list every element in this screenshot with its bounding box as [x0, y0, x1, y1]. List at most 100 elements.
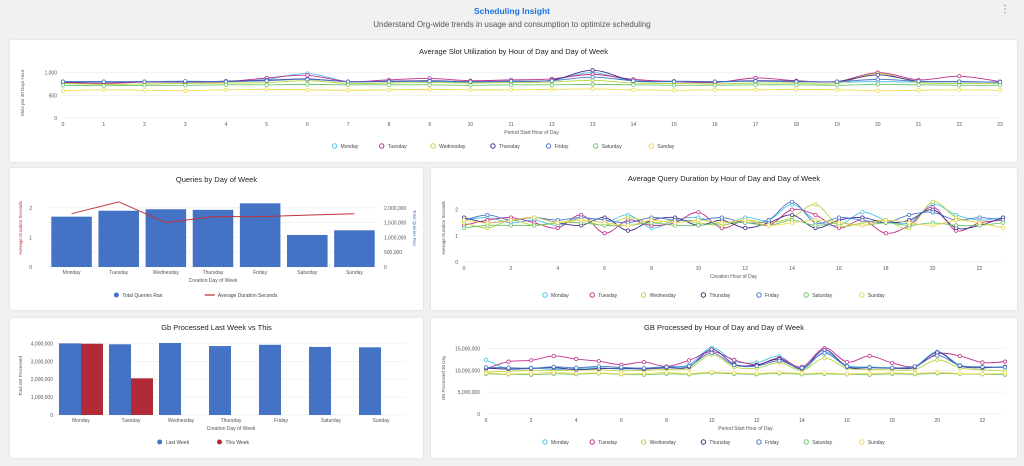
duration-point-saturday — [813, 223, 818, 228]
slot-x-tick-label: 11 — [509, 122, 514, 128]
duration-x-tick-label: 2 — [509, 266, 512, 272]
gbweek-bar-last-week-monday — [59, 343, 81, 415]
gbhour-point-sunday — [551, 370, 556, 375]
duration-point-sunday — [579, 218, 584, 223]
gbhour-point-tuesday — [641, 359, 647, 365]
gbhour-point-tuesday — [551, 353, 556, 359]
gbweek-x-tick-label: Friday — [274, 418, 288, 424]
gbhour-point-tuesday — [596, 359, 601, 364]
duration-point-sunday — [649, 218, 654, 223]
slot-point-friday — [916, 79, 921, 84]
gbhour-y-tick-label: 0 — [477, 412, 480, 418]
slot-point-saturday — [834, 83, 840, 88]
gbhour-point-tuesday — [686, 358, 692, 363]
gbhour-point-sunday — [732, 370, 737, 376]
slot-point-friday — [753, 79, 758, 84]
slot-point-saturday — [101, 83, 106, 88]
gb-hour-chart: GB Processed by Hour of Day and Day of W… — [441, 323, 1008, 446]
slot-series-line-friday — [62, 76, 1001, 83]
kebab-menu-icon[interactable]: ⋮ — [1000, 4, 1010, 15]
duration-x-tick-label: 10 — [696, 266, 702, 272]
gbhour-point-friday — [506, 365, 511, 370]
gbweek-legend-marker-this-week — [217, 439, 222, 445]
slot-x-tick-label: 14 — [631, 122, 637, 128]
duration-point-sunday — [954, 218, 959, 223]
slot-point-sunday — [60, 88, 66, 93]
gbhour-legend-marker-monday — [542, 439, 548, 445]
duration-x-tick-label: 8 — [650, 266, 653, 272]
gbweek-legend-marker-last-week — [157, 439, 163, 445]
duration-point-sunday — [789, 220, 795, 225]
slot-series-line-sunday — [62, 88, 1001, 92]
gbhour-point-sunday — [957, 371, 962, 376]
slot-point-sunday — [264, 87, 269, 92]
gbhour-point-thursday — [709, 347, 714, 352]
gbweek-x-tick-label: Thursday — [221, 418, 242, 424]
queries-y-axis-label-left: Average Duration Seconds — [18, 200, 23, 254]
duration-point-sunday — [532, 215, 537, 220]
slot-point-sunday — [305, 87, 310, 92]
slot-point-sunday — [794, 87, 799, 92]
page-subtitle: Understand Org-wide trends in usage and … — [373, 20, 651, 29]
duration-legend-marker-wednesday — [640, 292, 647, 298]
slot-point-sunday — [386, 87, 392, 92]
duration-point-sunday — [508, 218, 513, 223]
gbhour-chart-title: GB Processed by Hour of Day and Day of W… — [644, 323, 804, 332]
duration-point-sunday — [860, 223, 865, 228]
gbweek-x-tick-label: Saturday — [321, 418, 342, 424]
gbweek-bar-this-week-tuesday — [131, 378, 153, 415]
gbweek-bar-last-week-tuesday — [109, 344, 131, 415]
gb-hour-card: GB Processed by Hour of Day and Day of W… — [431, 318, 1017, 458]
slot-legend-label: Monday — [341, 144, 359, 150]
gbhour-x-tick-label: 14 — [799, 418, 805, 424]
duration-x-tick-label: 16 — [836, 266, 842, 272]
gbhour-point-friday — [867, 365, 872, 370]
duration-x-tick-label: 12 — [742, 266, 748, 272]
duration-legend-marker-sunday — [859, 292, 865, 298]
gbhour-point-wednesday — [822, 356, 827, 361]
queries-x-tick-label: Thursday — [203, 270, 224, 276]
slot-x-tick-label: 12 — [549, 122, 555, 128]
gbhour-y-tick-label: 10,000,000 — [455, 368, 480, 374]
duration-point-sunday — [977, 220, 982, 225]
duration-point-sunday — [719, 220, 724, 225]
duration-point-friday — [719, 215, 724, 220]
gbhour-point-friday — [574, 365, 579, 370]
queries-x-tick-label: Monday — [63, 270, 81, 276]
gbhour-point-friday — [799, 365, 805, 370]
slot-legend-marker-wednesday — [430, 143, 436, 149]
gbhour-point-friday — [935, 353, 940, 358]
queries-y-tick-label-left: 2 — [29, 206, 32, 212]
gbweek-y-tick-label: 4,000,000 — [31, 341, 53, 347]
gbhour-x-tick-label: 4 — [575, 418, 578, 424]
duration-point-sunday — [696, 218, 701, 223]
gbhour-legend-label: Saturday — [812, 440, 833, 446]
gbweek-x-tick-label: Monday — [72, 418, 90, 424]
duration-legend-label: Sunday — [868, 293, 885, 299]
duration-x-tick-label: 14 — [789, 266, 795, 272]
slot-y-tick-label: 500 — [49, 93, 58, 99]
gbhour-legend-label: Thursday — [709, 440, 730, 446]
gbhour-point-sunday — [980, 371, 985, 376]
duration-point-friday — [930, 210, 935, 215]
duration-legend-label: Wednesday — [650, 293, 677, 299]
queries-y-tick-label-right: 0 — [384, 265, 387, 271]
slot-point-friday — [834, 79, 840, 84]
queries-x-tick-label: Saturday — [297, 270, 318, 276]
gbweek-y-tick-label: 0 — [50, 413, 53, 419]
gbhour-point-tuesday — [574, 356, 579, 362]
gbweek-x-tick-label: Wednesday — [168, 418, 195, 424]
gb-week-chart: Gb Processed Last Week vs This 0 1,000,000… — [18, 323, 406, 446]
queries-bar-wednesday — [145, 209, 187, 267]
slot-point-friday — [957, 79, 962, 84]
gbhour-x-tick-label: 8 — [665, 418, 668, 424]
duration-point-sunday — [602, 220, 607, 225]
slot-x-tick-label: 10 — [468, 122, 474, 128]
gbhour-point-sunday — [777, 370, 782, 375]
gbhour-point-sunday — [890, 370, 895, 376]
slot-point-sunday — [916, 88, 921, 93]
duration-point-wednesday — [813, 202, 818, 207]
gbweek-chart-title: Gb Processed Last Week vs This — [161, 323, 272, 332]
gbweek-y-tick-label: 2,000,000 — [31, 377, 53, 383]
duration-point-tuesday — [555, 225, 560, 231]
